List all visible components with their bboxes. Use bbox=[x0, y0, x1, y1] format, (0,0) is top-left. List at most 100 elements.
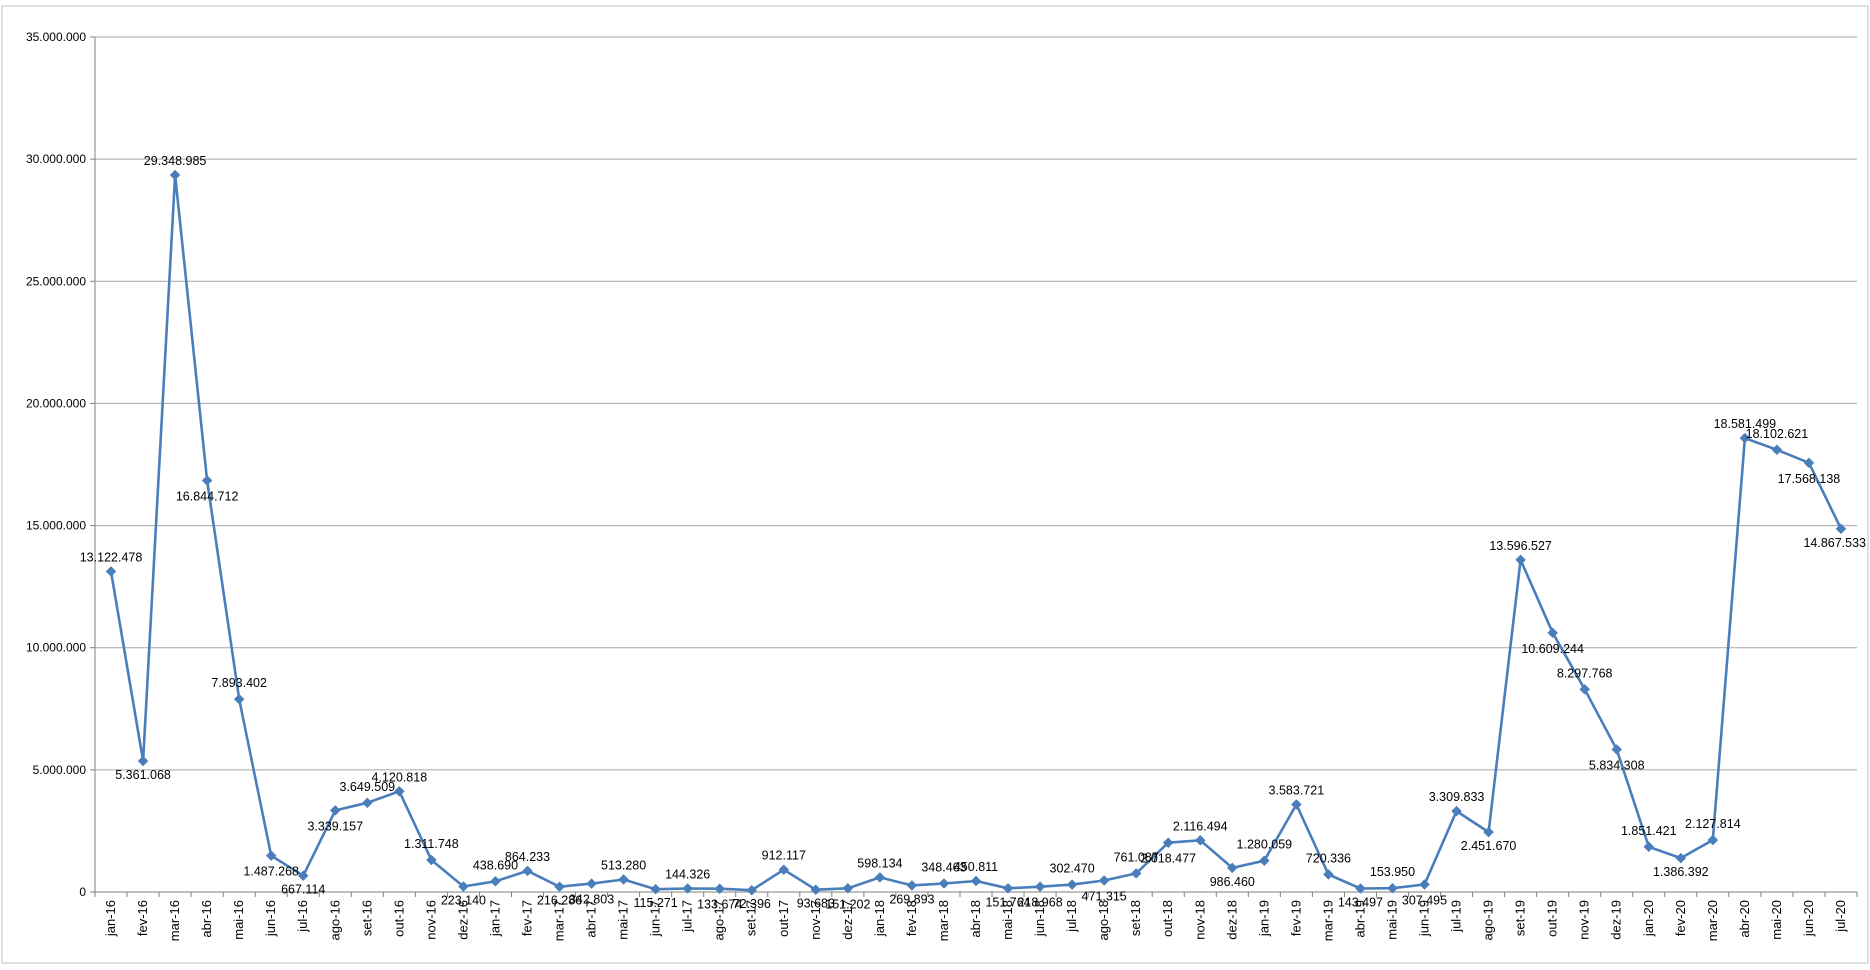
data-label: 3.649.509 bbox=[340, 780, 396, 794]
data-label: 438.690 bbox=[473, 858, 518, 872]
x-tick-label: set-19 bbox=[1513, 900, 1528, 936]
data-point bbox=[297, 870, 309, 882]
data-label: 13.596.527 bbox=[1489, 539, 1552, 553]
data-label: 153.950 bbox=[1370, 865, 1415, 879]
data-label: 17.568.138 bbox=[1778, 472, 1841, 486]
x-tick-label: set-17 bbox=[744, 900, 759, 936]
data-point bbox=[1707, 834, 1719, 846]
x-tick-label: nov-16 bbox=[423, 900, 438, 940]
data-point bbox=[874, 872, 886, 883]
x-tick-label: abr-20 bbox=[1737, 900, 1752, 938]
data-point bbox=[554, 881, 565, 893]
data-label: 348.463 bbox=[921, 860, 966, 874]
data-label: 5.834.308 bbox=[1589, 758, 1645, 772]
x-tick-label: abr-19 bbox=[1352, 900, 1367, 938]
data-label: 513.280 bbox=[601, 858, 646, 872]
data-label: 72.396 bbox=[733, 897, 771, 911]
data-label: 8.297.768 bbox=[1557, 666, 1613, 680]
x-tick-label: abr-18 bbox=[968, 900, 983, 938]
x-tick-label: ago-18 bbox=[1096, 900, 1111, 940]
data-label: 133.674 bbox=[697, 898, 742, 912]
data-label: 18.102.621 bbox=[1746, 427, 1809, 441]
data-point bbox=[618, 874, 629, 885]
data-label: 2.127.814 bbox=[1685, 817, 1741, 831]
data-point bbox=[361, 797, 373, 809]
data-point bbox=[906, 880, 918, 891]
x-tick-label: set-18 bbox=[1128, 900, 1143, 936]
x-tick-label: mar-18 bbox=[936, 900, 951, 941]
data-point bbox=[1226, 862, 1238, 874]
x-tick-label: jan-19 bbox=[1256, 900, 1271, 937]
y-tick-label: 5.000.000 bbox=[33, 763, 87, 777]
data-label: 16.844.712 bbox=[176, 490, 239, 504]
data-point bbox=[1771, 444, 1783, 456]
x-tick-label: ago-17 bbox=[712, 900, 727, 940]
data-point bbox=[1803, 457, 1815, 469]
x-tick-label: fev-17 bbox=[519, 900, 534, 936]
data-label: 29.348.985 bbox=[144, 154, 207, 168]
data-point bbox=[746, 884, 758, 896]
data-point bbox=[1258, 855, 1270, 867]
data-label: 13.122.478 bbox=[80, 550, 143, 564]
data-label: 1.851.421 bbox=[1621, 824, 1677, 838]
data-point bbox=[778, 864, 790, 876]
y-tick-label: 35.000.000 bbox=[26, 30, 86, 44]
x-tick-label: fev-19 bbox=[1288, 900, 1303, 936]
x-tick-label: out-18 bbox=[1160, 900, 1175, 937]
x-tick-label: jul-18 bbox=[1064, 900, 1079, 933]
x-tick-label: mai-16 bbox=[231, 900, 246, 940]
data-label: 216.286 bbox=[537, 894, 582, 908]
x-tick-label: mar-19 bbox=[1320, 900, 1335, 941]
data-point bbox=[105, 566, 117, 577]
data-point bbox=[201, 475, 213, 486]
data-label: 912.117 bbox=[762, 849, 806, 863]
gridlines bbox=[95, 36, 1857, 771]
data-point bbox=[1547, 627, 1559, 639]
data-label: 761.087 bbox=[1114, 850, 1159, 864]
data-point bbox=[169, 169, 181, 181]
data-point bbox=[1194, 834, 1206, 846]
data-label: 3.339.157 bbox=[307, 819, 363, 833]
x-tick-label: jun-16 bbox=[263, 900, 278, 937]
data-point bbox=[1835, 523, 1847, 535]
data-point bbox=[426, 854, 437, 866]
x-tick-label: jan-20 bbox=[1641, 900, 1656, 937]
data-label: 3.309.833 bbox=[1429, 790, 1485, 804]
x-tick-label: jun-18 bbox=[1032, 900, 1047, 937]
data-label: 218.968 bbox=[1017, 896, 1062, 910]
data-point bbox=[1387, 882, 1398, 894]
data-point bbox=[714, 883, 726, 895]
x-tick-label: out-16 bbox=[391, 900, 406, 937]
data-point bbox=[650, 883, 661, 895]
x-tick-label: jul-20 bbox=[1833, 900, 1848, 933]
data-label: 151.764 bbox=[985, 895, 1030, 909]
data-point bbox=[1611, 744, 1623, 755]
data-point bbox=[1515, 554, 1526, 566]
data-point bbox=[393, 785, 405, 797]
data-label: 342.803 bbox=[569, 893, 614, 907]
axes bbox=[90, 36, 1858, 897]
data-point bbox=[458, 881, 469, 892]
x-tick-labels: jan-16 fev-16 mar-16 abr-16 mai-16 jun-16 jul-… bbox=[103, 900, 1848, 941]
data-label: 10.609.244 bbox=[1521, 642, 1584, 656]
x-tick-label: jul-19 bbox=[1449, 900, 1464, 933]
data-label: 667.114 bbox=[281, 883, 325, 897]
x-tick-label: dez-17 bbox=[840, 900, 855, 940]
data-point bbox=[1675, 852, 1687, 864]
data-label: 302.470 bbox=[1050, 862, 1095, 876]
data-point bbox=[1643, 841, 1655, 853]
data-label: 144.326 bbox=[665, 867, 710, 881]
x-tick-label: ago-16 bbox=[327, 900, 342, 940]
data-label: 1.280.059 bbox=[1237, 838, 1293, 852]
data-point bbox=[1002, 882, 1014, 894]
data-label: 2.018.477 bbox=[1140, 852, 1196, 866]
x-tick-label: mai-17 bbox=[616, 900, 631, 940]
x-tick-label: nov-18 bbox=[1192, 900, 1207, 940]
x-tick-label: abr-17 bbox=[584, 900, 599, 938]
data-point bbox=[810, 884, 822, 896]
data-markers bbox=[105, 169, 1847, 896]
data-point bbox=[1066, 879, 1078, 890]
